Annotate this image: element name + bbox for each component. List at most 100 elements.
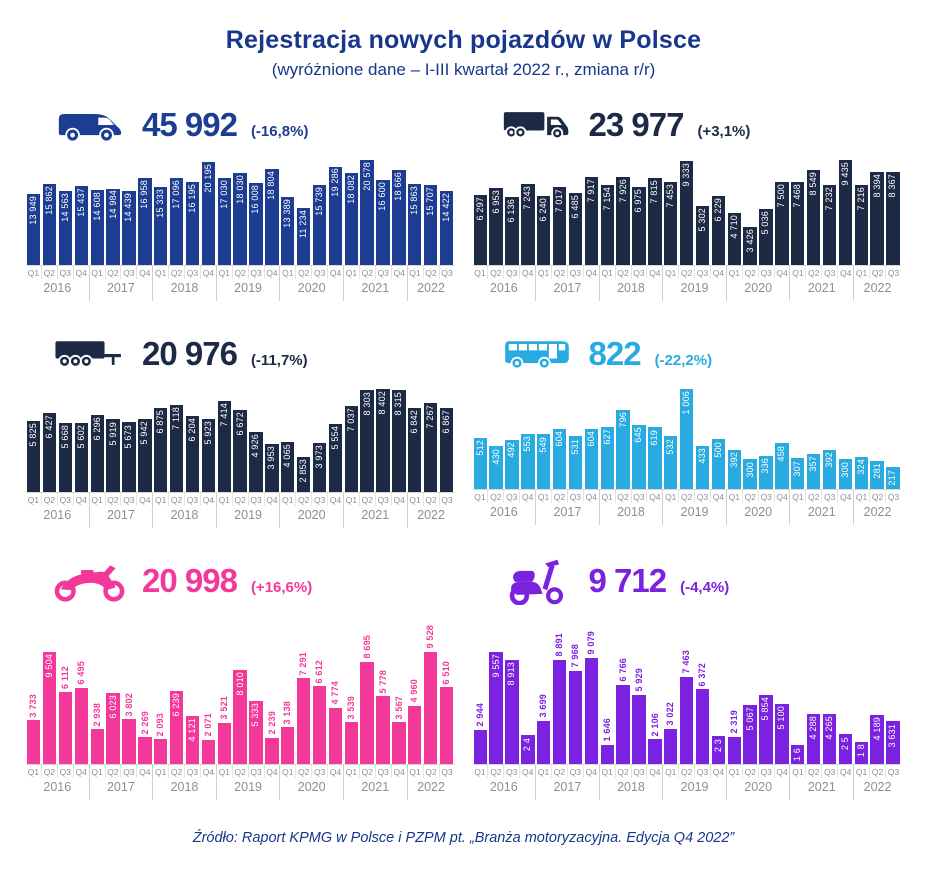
- quarter-tick: Q1: [409, 767, 421, 777]
- quarter-tick: Q1: [537, 767, 550, 777]
- year-label: 2018: [170, 780, 199, 794]
- bar-slot: 300: [742, 389, 758, 489]
- year-group: Q1 Q2 Q3 Q4 2018: [152, 765, 216, 800]
- quarter-tick: Q1: [282, 495, 294, 505]
- bar: [568, 670, 583, 764]
- bar-value-label: 13 949: [28, 195, 39, 225]
- bar-slot: 2 319: [727, 652, 743, 764]
- quarter-tick: Q1: [665, 268, 677, 278]
- x-axis: Q1 Q2 Q3 Q4 2016 Q1 Q2 Q3 Q4 2017 Q1 Q2 Q3 Q4 2018 Q1 Q2…: [26, 492, 455, 528]
- bar-value-label: 7 291: [298, 651, 309, 676]
- quarter-tick: Q2: [678, 490, 694, 503]
- year-group: Q1 Q2 Q3 Q4 2021: [789, 266, 853, 301]
- bar-slot: 14 422: [439, 160, 455, 265]
- bar: [217, 722, 231, 764]
- quarter-tick: Q1: [855, 492, 868, 502]
- bar-slot: 7 291: [296, 652, 312, 764]
- year-group: Q1 Q2 Q3 Q4 2017: [88, 266, 153, 301]
- bar-slot: 5 100: [774, 652, 790, 764]
- bar: 8 010: [233, 669, 247, 764]
- bar-value-label: 2 3: [712, 738, 723, 753]
- bar-slot: 6 975: [631, 160, 647, 265]
- quarter-tick: Q4: [519, 765, 535, 778]
- bar: 5 333: [249, 701, 263, 764]
- year-group: Q1 Q2 Q3 2022: [853, 490, 901, 525]
- bar: 4 710: [727, 212, 741, 265]
- year-group: Q1 Q2 Q3 Q4 2018: [598, 266, 663, 301]
- bar-value-label: 9 557: [490, 654, 501, 678]
- bar-slot: 18 804: [264, 160, 280, 265]
- bar-value-label: 6 427: [44, 415, 55, 439]
- bar: 18 082: [344, 172, 358, 265]
- quarter-tick: Q4: [390, 493, 407, 506]
- bar-slot: 7 926: [615, 160, 631, 265]
- quarter-tick: Q1: [27, 268, 40, 278]
- bar: 627: [600, 426, 614, 489]
- chart-scooters: 9 712 (-4,4%) 2 944 9 557 8 913 2 4 3 699 8 8…: [472, 554, 901, 800]
- bar: [423, 652, 438, 764]
- bar-slot: 14 608: [90, 160, 106, 265]
- bar-slot: 3 802: [121, 652, 137, 764]
- bar-slot: 7 500: [774, 160, 790, 265]
- bar-value-label: 8 913: [506, 661, 517, 686]
- bar: 392: [822, 450, 837, 489]
- bar-slot: 5 036: [758, 160, 774, 265]
- bar-value-label: 8 695: [361, 635, 372, 659]
- bar-slot: 6 495: [74, 652, 90, 764]
- bar-value-label: 1 006: [681, 391, 692, 415]
- bar: [408, 705, 422, 764]
- bar-slot: 7 154: [600, 160, 616, 265]
- quarter-tick: Q4: [263, 266, 280, 279]
- bar: 15 333: [154, 186, 168, 265]
- bar-slot: 8 695: [359, 635, 375, 764]
- bar-value-label: 15 333: [155, 188, 166, 218]
- quarter-tick: Q1: [728, 767, 740, 777]
- bar-value-label: 6 229: [712, 197, 723, 222]
- quarter-tick: Q1: [665, 492, 677, 502]
- quarter-tick: Q2: [741, 765, 758, 778]
- quarter-tick: Q4: [710, 765, 726, 778]
- bar: 307: [791, 458, 805, 489]
- bar-slot: 3 138: [280, 652, 296, 764]
- bar-slot: 300: [838, 389, 854, 489]
- bar-slot: 4 774: [328, 652, 344, 764]
- bar: 6 136: [505, 196, 519, 265]
- quarter-tick: Q2: [805, 266, 821, 279]
- bar-value-label: 512: [474, 440, 485, 457]
- bar: [344, 722, 358, 764]
- bar-value-label: 6 485: [569, 194, 580, 219]
- bar-slot: 2 071: [201, 652, 217, 764]
- bar-value-label: 3 953: [266, 445, 277, 470]
- bar-slot: 3 521: [217, 652, 233, 764]
- bar-slot: 11 234: [296, 160, 312, 265]
- bar: 16 600: [376, 180, 390, 265]
- bar-slot: 8 367: [885, 160, 901, 265]
- bar-slot: 5 067: [742, 652, 758, 764]
- bar-slot: 7 267: [423, 389, 439, 492]
- bar-slot: 7 414: [217, 389, 233, 492]
- bar: [122, 719, 136, 764]
- bar-value-label: 4 960: [409, 679, 420, 703]
- year-group: Q1 Q2 Q3 2022: [406, 765, 455, 800]
- bar-value-label: 3 733: [28, 693, 39, 718]
- year-label: 2016: [43, 780, 72, 794]
- quarter-tick: Q2: [678, 765, 694, 778]
- bar-value-label: 627: [601, 429, 612, 445]
- bar-value-label: 14 608: [91, 192, 102, 222]
- bar-value-label: 3 973: [313, 445, 324, 469]
- total-value: 23 977: [588, 106, 685, 143]
- quarter-tick: Q3: [438, 765, 455, 778]
- bar-slot: 4 121: [185, 652, 201, 764]
- quarter-tick: Q4: [837, 266, 853, 279]
- bar: [552, 659, 567, 764]
- year-group: Q1 Q2 Q3 2022: [853, 765, 901, 800]
- bar-value-label: 9 528: [425, 625, 436, 649]
- bar: 8 402: [376, 389, 390, 492]
- bar-slot: 6 867: [439, 389, 455, 492]
- bar-slot: 9 333: [679, 160, 695, 265]
- bar: [138, 737, 152, 764]
- bar-value-label: 7 453: [665, 184, 676, 208]
- bar-slot: 1 006: [679, 389, 695, 489]
- bar-slot: 13 949: [26, 160, 42, 265]
- bar: 6 485: [568, 192, 583, 265]
